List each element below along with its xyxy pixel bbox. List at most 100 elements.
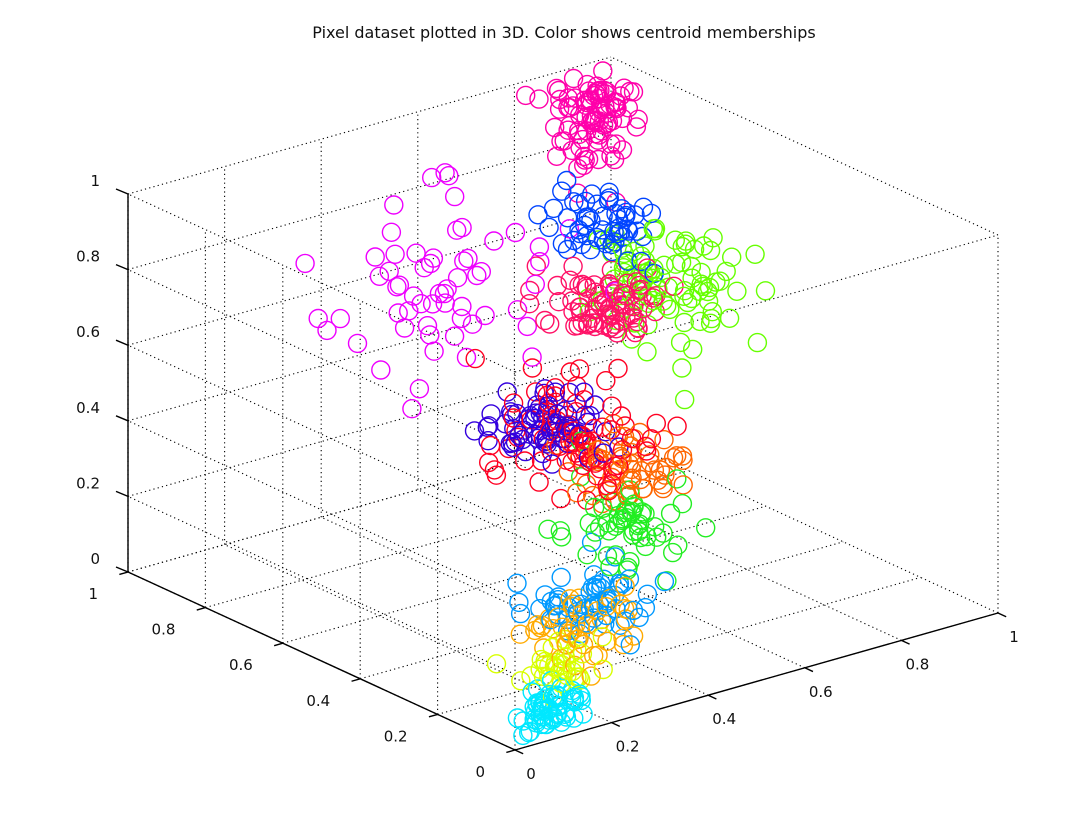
data-point-c3-50 bbox=[637, 584, 658, 604]
data-point-c6-23 bbox=[667, 416, 687, 436]
z-tick-5 bbox=[115, 188, 129, 195]
data-point-c3-57 bbox=[612, 573, 633, 594]
data-point-c11-5 bbox=[507, 300, 528, 320]
data-point-c11-26 bbox=[429, 283, 450, 304]
data-point-c4-19 bbox=[629, 514, 650, 534]
data-point-c9-54 bbox=[552, 181, 572, 201]
data-point-c3-37 bbox=[605, 547, 625, 567]
data-point-c4-7 bbox=[620, 552, 640, 572]
data-point-c12-56 bbox=[604, 149, 625, 170]
data-point-c6-11 bbox=[608, 455, 629, 476]
data-point-c9-44 bbox=[557, 170, 577, 191]
data-point-c10-82 bbox=[671, 252, 692, 273]
data-point-c10-55 bbox=[716, 261, 736, 282]
data-point-c1-6 bbox=[531, 649, 551, 670]
z-tick-label-3: 0.6 bbox=[76, 323, 100, 341]
data-point-c2-24 bbox=[573, 634, 594, 655]
data-point-c7-14 bbox=[585, 395, 605, 415]
data-point-c11-47 bbox=[451, 308, 472, 329]
data-point-c2-13 bbox=[548, 607, 568, 627]
data-point-c2-8 bbox=[615, 576, 635, 597]
grid-floor-x-3 bbox=[417, 489, 806, 669]
data-point-c11-31 bbox=[414, 258, 434, 278]
data-point-c10-10 bbox=[745, 244, 765, 265]
data-point-c7-46 bbox=[481, 404, 501, 424]
grid-top-right bbox=[610, 56, 999, 236]
z-tick-0 bbox=[115, 566, 129, 573]
data-point-c5-50 bbox=[667, 446, 687, 466]
data-point-c12-87 bbox=[558, 120, 578, 140]
data-point-c7-37 bbox=[478, 431, 498, 451]
data-point-c6-49 bbox=[646, 413, 666, 434]
grid-wall-left-z-4 bbox=[127, 269, 516, 449]
data-point-c4-30 bbox=[577, 545, 597, 565]
data-point-c2-27 bbox=[569, 588, 589, 608]
data-point-c11-17 bbox=[467, 265, 487, 286]
data-point-c10-4 bbox=[681, 256, 702, 277]
x-tick-label-0: 0 bbox=[526, 765, 536, 783]
data-point-c11-49 bbox=[403, 286, 424, 306]
data-point-c9-47 bbox=[557, 208, 578, 228]
data-point-c11-14 bbox=[454, 251, 474, 271]
data-point-c6-84 bbox=[602, 396, 622, 416]
x-tick-label-3: 0.6 bbox=[809, 683, 833, 701]
data-point-c6-82 bbox=[503, 393, 524, 413]
grid-wall-left-z-5 bbox=[127, 193, 516, 373]
data-point-c7-32 bbox=[464, 421, 485, 441]
x-tick-5 bbox=[997, 612, 1007, 618]
data-point-c8-30 bbox=[520, 280, 540, 301]
data-point-c8-55 bbox=[535, 310, 555, 331]
data-point-c11-33 bbox=[420, 253, 441, 274]
data-point-c11-40 bbox=[381, 222, 402, 243]
data-point-c11-1 bbox=[452, 217, 472, 238]
data-point-c8-44 bbox=[627, 311, 647, 332]
data-point-c11-21 bbox=[530, 252, 550, 272]
data-point-c11-45 bbox=[517, 316, 537, 337]
data-point-c12-64 bbox=[612, 108, 633, 129]
data-point-c6-21 bbox=[486, 465, 507, 485]
grid-floor-y-1 bbox=[437, 576, 921, 715]
data-point-c6-57 bbox=[529, 472, 549, 492]
grid-wall-back-z-1 bbox=[127, 358, 612, 497]
data-point-c10-66 bbox=[660, 299, 680, 320]
data-point-c11-36 bbox=[330, 308, 350, 329]
data-point-c2-40 bbox=[623, 626, 644, 646]
data-point-c10-53 bbox=[703, 228, 723, 248]
data-point-c11-59 bbox=[317, 320, 337, 341]
x-tick-0 bbox=[514, 749, 524, 755]
data-point-c8-63 bbox=[547, 275, 567, 296]
data-point-c4-38 bbox=[653, 523, 673, 543]
data-point-c0-27 bbox=[551, 678, 571, 698]
y-tick-label-0: 0 bbox=[475, 763, 485, 781]
data-point-c5-17 bbox=[633, 478, 653, 499]
data-point-c8-58 bbox=[637, 258, 657, 278]
data-point-c4-9 bbox=[672, 494, 693, 514]
data-point-c1-34 bbox=[592, 627, 613, 647]
data-point-c8-20 bbox=[519, 294, 540, 314]
data-point-c10-42 bbox=[755, 281, 776, 301]
grid-floor-y-3 bbox=[282, 505, 766, 644]
data-point-c11-10 bbox=[475, 305, 495, 326]
data-point-c10-3 bbox=[645, 218, 666, 239]
data-point-c12-51 bbox=[606, 99, 626, 119]
data-point-c10-81 bbox=[672, 358, 692, 378]
data-point-c10-7 bbox=[672, 236, 692, 257]
data-point-c11-30 bbox=[444, 326, 465, 346]
data-point-c12-23 bbox=[516, 85, 536, 106]
data-point-c12-22 bbox=[589, 111, 610, 131]
data-point-c4-6 bbox=[585, 522, 605, 542]
data-point-c12-34 bbox=[614, 78, 634, 98]
data-point-c12-67 bbox=[529, 89, 549, 109]
grid-layer bbox=[127, 56, 999, 751]
data-point-c11-15 bbox=[422, 294, 443, 314]
data-point-c1-3 bbox=[593, 659, 613, 680]
data-point-c11-8 bbox=[409, 379, 430, 399]
data-point-c1-0 bbox=[569, 667, 589, 687]
data-point-c8-22 bbox=[549, 292, 569, 312]
data-point-c2-30 bbox=[584, 646, 604, 666]
data-point-c11-43 bbox=[447, 268, 468, 288]
y-tick-label-2: 0.4 bbox=[306, 692, 330, 710]
data-point-c11-3 bbox=[411, 294, 431, 314]
data-point-c2-17 bbox=[588, 645, 608, 665]
grid-floor-y-5 bbox=[127, 434, 612, 573]
